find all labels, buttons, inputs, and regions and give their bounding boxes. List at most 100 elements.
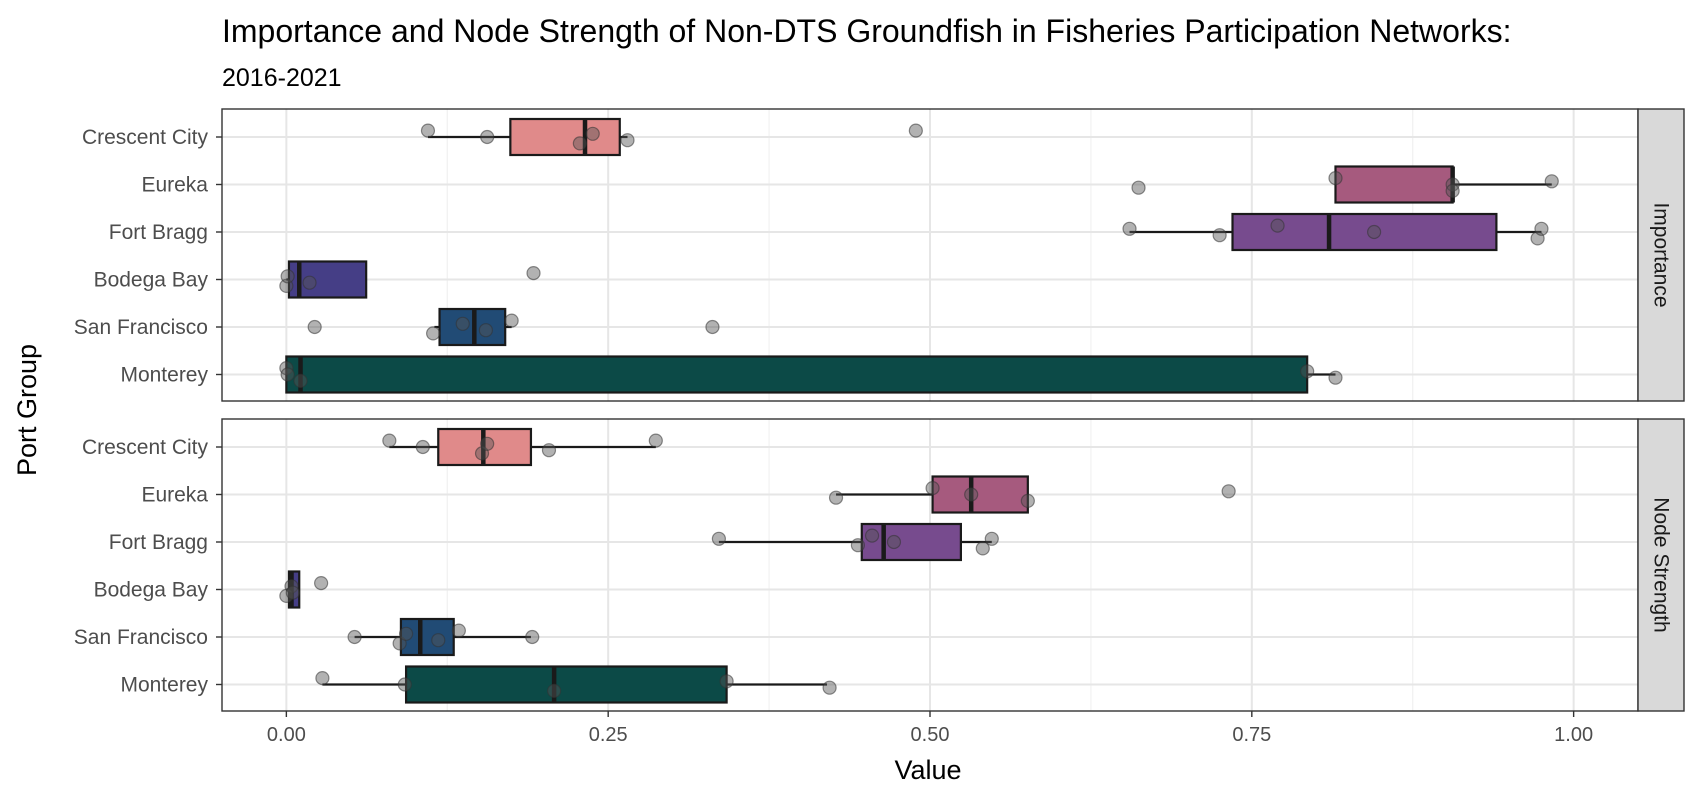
y-tick-label-san-francisco: San Francisco [74, 626, 208, 649]
data-point [1300, 364, 1315, 379]
data-point [886, 534, 902, 550]
data-point [431, 633, 446, 648]
boxplot-san-francisco [307, 307, 720, 347]
boxplot-eureka [1131, 165, 1559, 204]
data-point [620, 133, 635, 148]
boxplot-fort-bragg [1122, 212, 1549, 252]
box-iqr [860, 522, 962, 562]
panels: Crescent City Eureka Fort Bragg Bodega Bay S… [74, 108, 1685, 712]
strip-node-strength [1637, 418, 1685, 712]
strip-label-node-strength: Node Strength [1650, 497, 1673, 632]
data-point [426, 326, 441, 341]
data-point [307, 319, 322, 335]
data-point [711, 531, 726, 546]
data-point [347, 629, 362, 645]
data-point [1122, 221, 1137, 236]
data-point [480, 129, 495, 145]
boxplot-eureka [828, 475, 1236, 514]
box-iqr [1334, 165, 1454, 204]
panel-node-strength: Crescent City Eureka Fort Bragg Bodega Bay S… [74, 418, 1685, 712]
data-point [302, 275, 317, 290]
data-point [850, 538, 866, 553]
boxplot-crescent-city [420, 117, 923, 157]
y-tick-label-crescent-city: Crescent City [82, 126, 209, 149]
x-tick-label: 1.00 [1554, 724, 1593, 746]
data-point [451, 623, 466, 638]
data-point [1367, 224, 1382, 240]
boxplot-monterey [315, 665, 837, 704]
data-point [1534, 221, 1549, 236]
data-point [1544, 174, 1559, 189]
chart-subtitle: 2016-2021 [222, 64, 342, 92]
data-point [504, 313, 519, 328]
data-point [398, 626, 414, 641]
data-point [420, 123, 436, 138]
boxplot-crescent-city [382, 427, 663, 467]
data-point [285, 585, 300, 600]
data-point [1270, 218, 1285, 233]
boxplot-bodega-bay [279, 260, 541, 299]
data-point [293, 373, 308, 388]
data-point [925, 481, 940, 496]
data-point [705, 319, 720, 335]
x-tick-label: 0.00 [267, 724, 306, 746]
data-point [392, 636, 407, 651]
data-point [719, 674, 734, 689]
data-point [541, 443, 557, 458]
data-point [828, 490, 844, 505]
data-point [480, 436, 495, 451]
y-tick-label-san-francisco: San Francisco [74, 316, 208, 339]
strip-label-importance: Importance [1650, 202, 1673, 307]
data-point [1131, 180, 1146, 195]
data-point [1212, 228, 1227, 243]
data-point [822, 680, 837, 695]
box-iqr [404, 665, 728, 704]
data-point [314, 575, 329, 591]
panel-importance: Crescent City Eureka Fort Bragg Bodega Bay S… [74, 108, 1685, 402]
data-point [547, 683, 562, 699]
data-point [648, 433, 663, 448]
data-point [1328, 370, 1343, 385]
x-tick-label: 0.75 [1232, 724, 1271, 746]
y-tick-label-monterey: Monterey [120, 364, 208, 387]
y-tick-label-crescent-city: Crescent City [82, 436, 209, 459]
y-axis-title: Port Group [12, 344, 42, 476]
y-tick-label-bodega-bay: Bodega Bay [94, 579, 209, 602]
boxplot-fort-bragg [711, 522, 999, 562]
data-point [975, 541, 990, 556]
data-point [1221, 484, 1236, 499]
y-tick-label-eureka: Eureka [141, 174, 208, 197]
y-tick-label-fort-bragg: Fort Bragg [109, 221, 208, 244]
data-point [280, 367, 295, 382]
boxplot-monterey [279, 355, 1343, 394]
chart-title: Importance and Node Strength of Non-DTS … [222, 13, 1511, 49]
x-tick-label: 0.50 [911, 724, 950, 746]
data-point [415, 439, 430, 455]
data-point [964, 487, 979, 502]
data-point [526, 266, 541, 281]
box-iqr [931, 475, 1029, 514]
data-point [908, 123, 923, 138]
data-point [585, 126, 600, 141]
y-tick-label-fort-bragg: Fort Bragg [109, 531, 208, 554]
y-tick-label-eureka: Eureka [141, 484, 208, 507]
data-point [478, 323, 493, 338]
x-tick-label: 0.25 [589, 724, 628, 746]
data-point [1445, 183, 1460, 198]
box-iqr [1231, 212, 1498, 252]
data-point [572, 136, 587, 151]
boxplot-bodega-bay [279, 570, 329, 609]
y-tick-label-monterey: Monterey [120, 674, 208, 697]
data-point [382, 433, 397, 448]
y-tick-label-bodega-bay: Bodega Bay [94, 269, 209, 292]
data-point [984, 531, 999, 546]
data-point [864, 528, 880, 543]
strip-importance [1637, 108, 1685, 402]
data-point [397, 677, 412, 692]
data-point [1328, 171, 1343, 186]
x-axis: 0.00 0.25 0.50 0.75 1.00 [267, 711, 1593, 746]
data-point [455, 316, 470, 331]
data-point [315, 670, 330, 686]
data-point [1020, 493, 1035, 508]
